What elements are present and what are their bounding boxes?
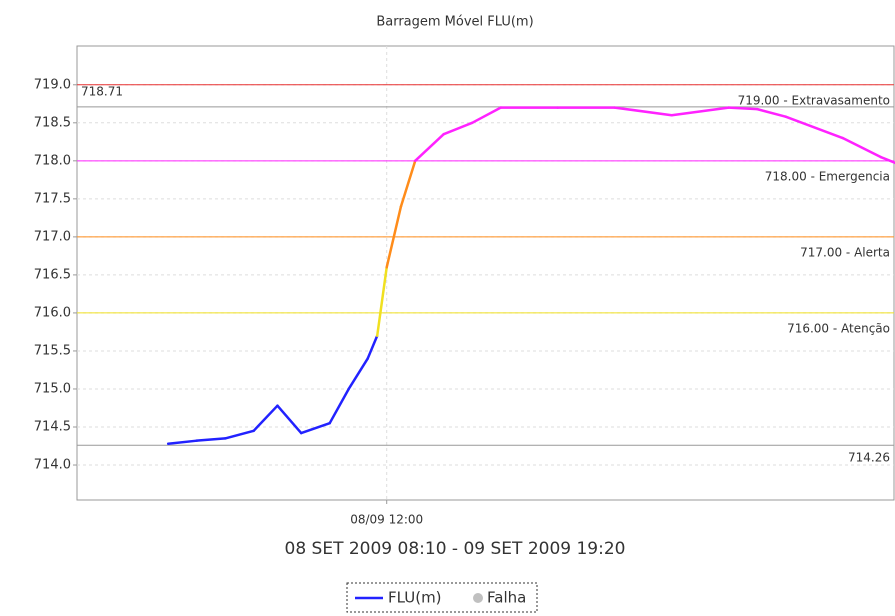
threshold-label: 716.00 - Atenção [787,321,890,335]
legend-swatch [473,593,483,603]
y-tick-label: 715.5 [34,343,71,358]
y-tick-label: 714.5 [34,419,71,434]
line-segment [413,132,445,163]
y-tick-label: 714.0 [34,458,71,473]
y-tick-label: 715.0 [34,381,71,396]
line-segment [195,437,227,442]
line-segment [442,121,474,136]
line-segment [399,159,417,208]
marker-label: 714.26 [848,451,890,465]
line-segment [166,439,198,445]
line-segment [755,107,787,118]
line-segment [366,334,379,360]
threshold-label: 718.00 - Emergencia [765,169,890,183]
threshold-label: 719.00 - Extravasamento [738,93,890,107]
y-tick-label: 717.5 [34,191,71,206]
y-tick-label: 716.5 [34,267,71,282]
legend-label: FLU(m) [388,589,442,607]
line-segment [841,136,882,159]
x-tick-label: 08/09 12:00 [350,513,423,527]
line-segment [252,404,279,433]
y-tick-label: 718.0 [34,153,71,168]
line-segment [223,429,255,440]
plot-area [76,45,895,501]
y-tick-label: 717.0 [34,229,71,244]
y-tick-label: 718.5 [34,115,71,130]
line-segment [784,115,844,140]
line-segment [347,357,369,391]
x-axis-label: 08 SET 2009 08:10 - 09 SET 2009 19:20 [285,539,626,559]
line-segment [670,106,730,117]
line-segment [299,421,331,435]
marker-label: 718.71 [81,84,123,98]
line-segment [879,155,895,165]
legend-box [346,582,538,613]
y-tick-label: 716.0 [34,305,71,320]
y-tick-label: 719.0 [34,77,71,92]
line-segment [328,387,350,425]
line-segment [727,106,759,111]
line-segment [276,404,303,435]
line-segment [613,106,673,117]
chart-title: Barragem Móvel FLU(m) [376,15,533,30]
line-segment [385,205,403,269]
legend-label: Falha [487,589,526,607]
threshold-label: 717.00 - Alerta [800,245,890,259]
line-segment [470,106,502,125]
line-segment [375,266,388,337]
